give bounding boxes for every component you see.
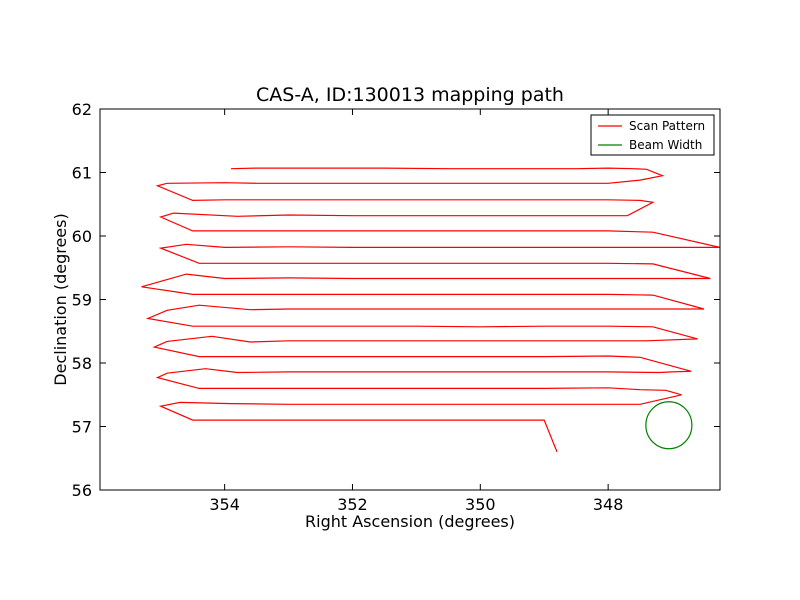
x-axis-label: Right Ascension (degrees) (305, 512, 515, 531)
legend-box (590, 114, 715, 156)
plot-area (99, 108, 721, 491)
beam-width-circle (645, 401, 693, 450)
plot-background (100, 109, 720, 490)
x-tick-label: 352 (337, 495, 368, 514)
y-axis-ticks: 56 57 58 59 60 61 62 (72, 100, 720, 500)
y-tick-label: 62 (72, 100, 92, 119)
scan-pattern-line (141, 167, 720, 453)
y-tick-label: 59 (72, 291, 92, 310)
y-tick-label: 61 (72, 164, 92, 183)
y-tick-label: 58 (72, 354, 92, 373)
x-axis-ticks: 354 352 350 348 (209, 109, 623, 514)
y-tick-label: 56 (72, 481, 92, 500)
series-layer (141, 167, 720, 453)
y-tick-label: 57 (72, 418, 92, 437)
x-tick-label: 350 (465, 495, 496, 514)
y-tick-label: 60 (72, 227, 92, 246)
legend-label-scan-pattern: Scan Pattern (629, 119, 705, 133)
chart-title: CAS-A, ID:130013 mapping path (256, 84, 564, 106)
legend-label-beam-width: Beam Width (629, 138, 702, 152)
legend: Scan Pattern Beam Width (590, 114, 715, 156)
x-tick-label: 348 (593, 495, 624, 514)
y-axis-label: Declination (degrees) (51, 213, 70, 385)
x-tick-label: 354 (209, 495, 240, 514)
